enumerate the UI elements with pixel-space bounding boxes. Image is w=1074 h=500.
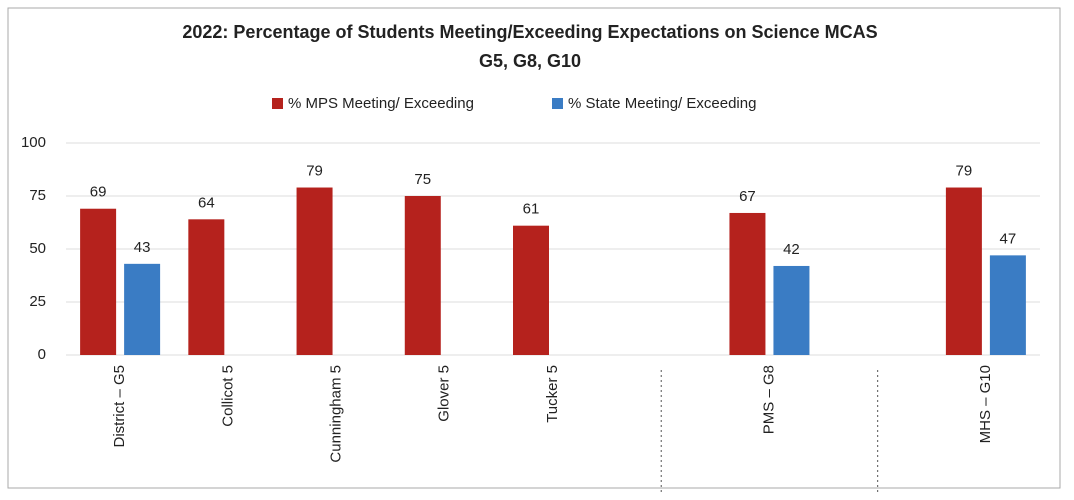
bar (945, 187, 982, 355)
value-label: 47 (1000, 230, 1017, 247)
bar (729, 212, 766, 355)
value-label: 42 (783, 241, 800, 258)
value-label: 43 (134, 239, 151, 256)
value-label: 67 (739, 188, 756, 205)
x-tick-label: Cunningham 5 (328, 365, 345, 463)
legend-swatch (272, 98, 283, 109)
y-tick-label: 100 (21, 134, 46, 151)
x-tick-label: Collicot 5 (219, 365, 236, 427)
bar (296, 187, 333, 355)
x-tick-label: MHS – G10 (977, 365, 994, 443)
bar (124, 263, 161, 355)
legend-label: % State Meeting/ Exceeding (568, 95, 756, 112)
bar (80, 208, 117, 355)
bar (513, 225, 549, 355)
value-label: 69 (90, 184, 107, 201)
bar (989, 255, 1026, 355)
value-label: 61 (523, 201, 540, 218)
bar (188, 219, 225, 355)
y-tick-label: 0 (38, 346, 46, 363)
value-label: 64 (198, 194, 215, 211)
y-tick-label: 50 (29, 240, 46, 257)
x-tick-label: District – G5 (111, 365, 128, 448)
y-tick-label: 75 (29, 187, 46, 204)
value-label: 75 (414, 171, 431, 188)
x-tick-label: Glover 5 (436, 365, 453, 422)
y-tick-label: 25 (29, 293, 46, 310)
chart-subtitle: G5, G8, G10 (479, 51, 581, 71)
bar (773, 265, 810, 355)
value-label: 79 (956, 162, 973, 179)
x-tick-label: PMS – G8 (760, 365, 777, 434)
legend-swatch (552, 98, 563, 109)
x-tick-label: Tucker 5 (544, 365, 561, 423)
value-label: 79 (306, 162, 323, 179)
bar (404, 196, 441, 355)
legend-label: % MPS Meeting/ Exceeding (288, 95, 474, 112)
chart-title: 2022: Percentage of Students Meeting/Exc… (182, 22, 877, 42)
